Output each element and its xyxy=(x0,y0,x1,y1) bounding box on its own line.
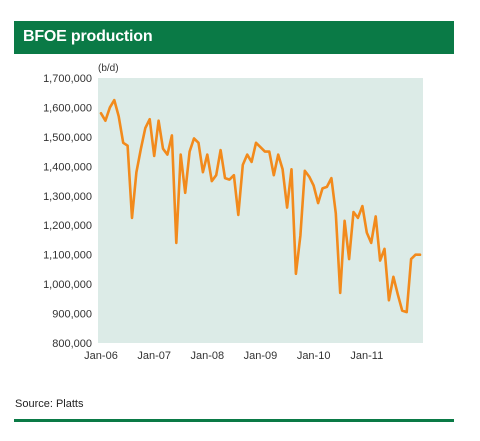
y-tick-label: 800,000 xyxy=(52,338,92,350)
x-tick-label: Jan-11 xyxy=(350,350,383,362)
series-line xyxy=(99,98,422,314)
y-tick-label: 1,100,000 xyxy=(43,250,92,262)
x-tick-label: Jan-08 xyxy=(190,350,224,362)
x-tick-label: Jan-09 xyxy=(244,350,278,362)
x-axis: Jan-06 Jan-07 Jan-08 Jan-09 Jan-10 Jan-11 xyxy=(84,350,383,362)
y-tick-label: 1,400,000 xyxy=(43,161,92,173)
y-tick-label: 1,700,000 xyxy=(43,73,92,85)
y-tick-label: 1,600,000 xyxy=(43,102,92,114)
source-note: Source: Platts xyxy=(15,398,84,410)
title-bar: BFOE production xyxy=(14,21,454,54)
x-tick-label: Jan-07 xyxy=(137,350,171,362)
bottom-rule xyxy=(14,419,454,422)
y-tick-label: 900,000 xyxy=(52,309,92,321)
y-tick-label: 1,300,000 xyxy=(43,191,92,203)
x-tick-label: Jan-06 xyxy=(84,350,118,362)
plot-area xyxy=(98,78,423,343)
x-tick-label: Jan-10 xyxy=(297,350,331,362)
page-title: BFOE production xyxy=(23,28,153,45)
y-tick-label: 1,200,000 xyxy=(43,220,92,232)
y-unit-label: (b/d) xyxy=(98,63,119,74)
y-axis: 800,000 900,000 1,000,000 1,100,000 1,200,00… xyxy=(43,73,92,350)
y-tick-label: 1,000,000 xyxy=(43,279,92,291)
y-tick-label: 1,500,000 xyxy=(43,132,92,144)
